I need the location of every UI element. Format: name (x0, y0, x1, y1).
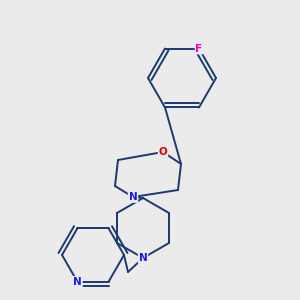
Text: N: N (73, 277, 82, 287)
Text: N: N (139, 253, 147, 263)
Text: O: O (159, 147, 167, 157)
Text: F: F (195, 44, 203, 54)
Text: N: N (129, 192, 137, 202)
